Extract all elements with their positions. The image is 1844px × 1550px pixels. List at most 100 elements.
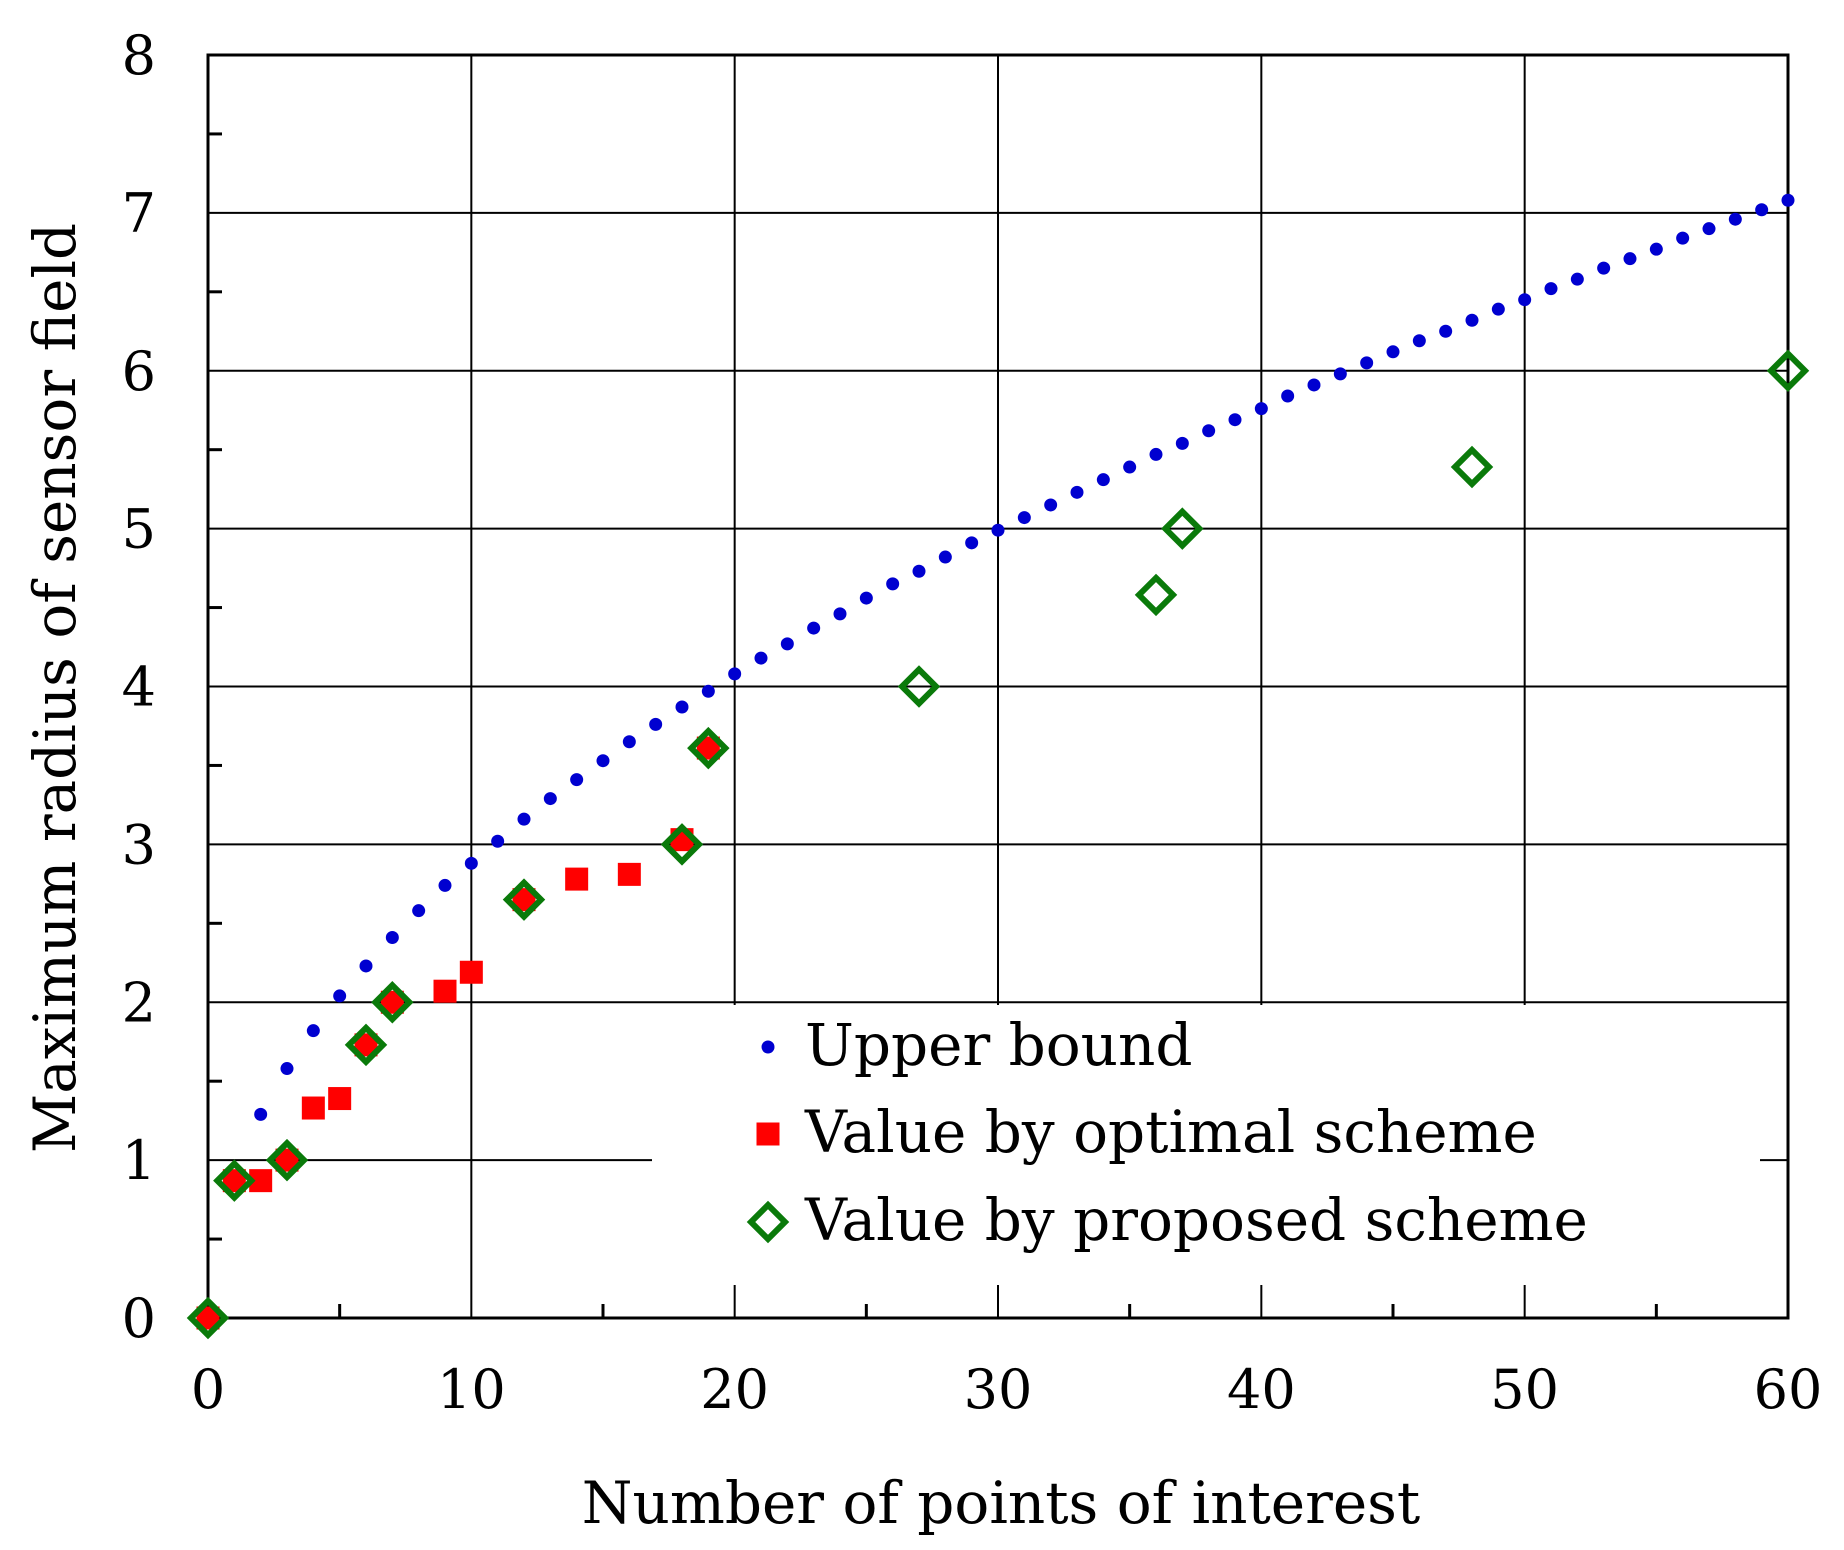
legend-marker-dot: [761, 1040, 775, 1054]
grid-lines: [206, 53, 1790, 1320]
data-point: [1360, 356, 1374, 370]
data-point: [1755, 203, 1769, 217]
data-point: [412, 904, 426, 918]
data-point: [1123, 460, 1137, 474]
data-point: [938, 550, 952, 564]
y-tick-label: 1: [122, 1129, 156, 1192]
data-point: [965, 536, 979, 550]
data-point: [1649, 242, 1663, 256]
data-point: [512, 888, 536, 912]
data-point: [354, 1033, 378, 1057]
x-tick-label: 50: [1490, 1358, 1559, 1421]
data-point: [433, 979, 457, 1003]
x-tick-label: 0: [191, 1358, 225, 1421]
data-point: [780, 637, 794, 651]
y-tick-label: 4: [122, 656, 156, 719]
data-point: [622, 735, 636, 749]
data-point: [754, 651, 768, 665]
data-point: [1728, 212, 1742, 226]
x-tick-label: 60: [1754, 1358, 1823, 1421]
x-tick-labels: 0 10 20 30 40 50 60: [191, 1358, 1823, 1421]
y-tick-label: 7: [122, 182, 156, 245]
legend-marker-square: [756, 1122, 780, 1146]
data-point: [1149, 447, 1163, 461]
data-point: [1676, 231, 1690, 245]
x-tick-label: 20: [700, 1358, 769, 1421]
y-tick-label: 5: [122, 498, 156, 561]
data-point: [649, 717, 663, 731]
data-point: [380, 990, 404, 1014]
legend-label: Value by optimal scheme: [804, 1098, 1537, 1166]
data-point: [254, 1107, 268, 1121]
legend-marker-diamond-open: [746, 1200, 790, 1244]
data-point: [359, 959, 373, 973]
data-point: [459, 960, 483, 984]
data-point: [886, 577, 900, 591]
y-tick-label: 6: [122, 340, 156, 403]
data-point: [1070, 485, 1084, 499]
data-point: [1465, 313, 1479, 327]
y-axis-title: Maximum radius of sensor field: [21, 223, 89, 1153]
data-point: [728, 667, 742, 681]
data-point: [1439, 324, 1453, 338]
data-point: [897, 665, 941, 708]
data-point: [660, 823, 704, 866]
data-point: [517, 812, 531, 826]
data-point: [617, 862, 641, 886]
minor-ticks: [208, 132, 1658, 1318]
data-point: [687, 726, 730, 770]
data-point: [275, 1148, 299, 1172]
legend: Upper bound Value by optimal scheme Value …: [652, 1005, 1760, 1285]
data-point: [1766, 349, 1810, 392]
data-point: [1597, 261, 1611, 275]
plot-frame: [206, 53, 1790, 1320]
data-point: [1044, 498, 1058, 512]
data-point: [596, 754, 610, 768]
data-point: [328, 1087, 352, 1111]
data-point: [1228, 413, 1242, 427]
data-point: [807, 621, 821, 635]
data-point: [701, 684, 715, 698]
y-tick-label: 3: [122, 813, 156, 876]
series-dot: [254, 193, 1795, 1121]
data-point: [1175, 436, 1189, 450]
x-axis-title: Number of points of interest: [582, 1469, 1420, 1537]
legend-label: Upper bound: [805, 1011, 1193, 1079]
data-point: [249, 1169, 273, 1193]
x-tick-label: 40: [1227, 1358, 1296, 1421]
x-tick-label: 30: [964, 1358, 1033, 1421]
legend-background: [652, 1005, 1760, 1285]
data-point: [491, 834, 505, 848]
data-point: [1544, 282, 1558, 296]
series-layer: [186, 193, 1810, 1340]
data-point: [675, 700, 689, 714]
data-point: [222, 1169, 246, 1193]
data-point: [265, 1138, 309, 1182]
data-point: [186, 1296, 230, 1340]
data-point: [1254, 402, 1268, 416]
data-point: [213, 1159, 256, 1202]
y-tick-labels: 0 1 2 3 4 5 6 7 8: [122, 24, 156, 1350]
data-point: [1491, 302, 1505, 316]
data-point: [502, 878, 546, 921]
data-point: [464, 856, 478, 870]
data-point: [1412, 334, 1426, 348]
data-point: [991, 523, 1005, 537]
data-point: [1518, 293, 1532, 307]
data-point: [859, 591, 873, 605]
data-point: [385, 931, 399, 945]
data-point: [301, 1096, 325, 1120]
data-point: [912, 564, 926, 578]
data-point: [1307, 378, 1321, 392]
data-point: [570, 773, 584, 787]
data-point: [1702, 222, 1716, 236]
data-point: [438, 878, 452, 892]
y-tick-label: 0: [122, 1287, 156, 1350]
data-point: [1450, 445, 1494, 489]
y-tick-label: 2: [122, 971, 156, 1034]
data-point: [1202, 424, 1216, 438]
data-point: [1386, 345, 1400, 359]
data-point: [565, 867, 589, 891]
x-tick-label: 10: [437, 1358, 506, 1421]
